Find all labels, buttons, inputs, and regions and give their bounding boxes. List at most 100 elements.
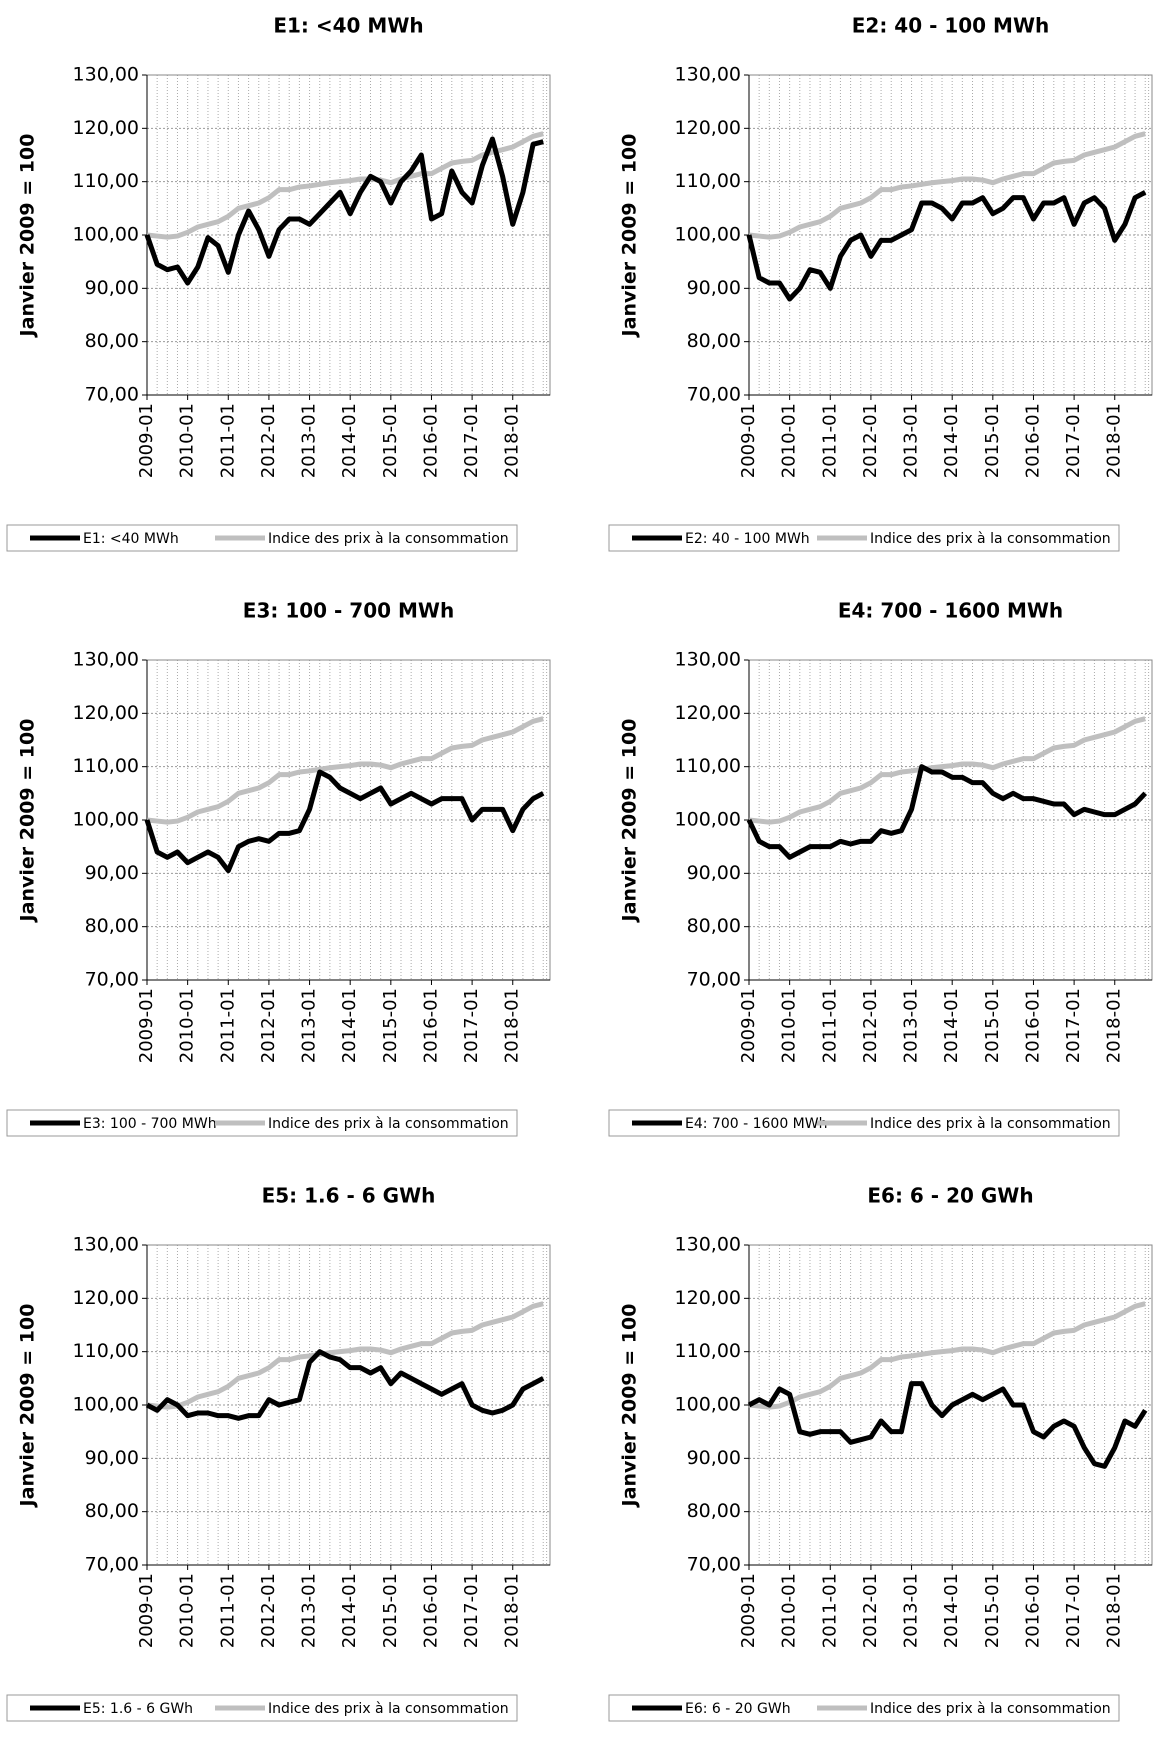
y-tick-label: 70,00	[85, 969, 139, 991]
x-tick-label: 2016-01	[420, 1573, 441, 1648]
x-tick-label: 2018-01	[1104, 1573, 1125, 1648]
series-line	[145, 1349, 545, 1421]
x-tick-label: 2017-01	[461, 403, 482, 478]
x-tick-label: 2018-01	[502, 988, 523, 1063]
x-tick-label: 2013-01	[299, 988, 320, 1063]
series-line	[748, 131, 1146, 240]
legend-label: E3: 100 - 700 MWh	[83, 1116, 217, 1132]
y-tick-label: 100,00	[675, 1394, 741, 1416]
x-tick-label: 2017-01	[461, 1573, 482, 1648]
y-tick-label: 80,00	[687, 330, 741, 352]
x-tick-label: 2014-01	[339, 1573, 360, 1648]
x-tick-label: 2010-01	[779, 988, 800, 1063]
x-tick-label: 2010-01	[177, 1573, 198, 1648]
legend-label: E2: 40 - 100 MWh	[685, 531, 810, 547]
x-tick-label: 2009-01	[136, 988, 157, 1063]
legend-label: Indice des prix à la consommation	[268, 1116, 509, 1132]
x-tick-label: 2012-01	[258, 988, 279, 1063]
y-tick-label: 110,00	[73, 755, 139, 777]
y-tick-label: 70,00	[85, 1554, 139, 1576]
y-tick-label: 100,00	[73, 224, 139, 246]
y-axis-label: Janvier 2009 = 100	[17, 1304, 39, 1509]
y-tick-label: 110,00	[73, 170, 139, 192]
x-tick-label: 2015-01	[380, 403, 401, 478]
x-tick-label: 2012-01	[258, 403, 279, 478]
x-tick-label: 2016-01	[1022, 403, 1043, 478]
series-line	[144, 136, 544, 286]
x-tick-label: 2012-01	[258, 1573, 279, 1648]
x-tick-label: 2017-01	[1063, 1573, 1084, 1648]
x-tick-label: 2017-01	[461, 988, 482, 1063]
series-line	[747, 1381, 1148, 1469]
y-tick-label: 130,00	[675, 649, 741, 671]
x-tick-label: 2015-01	[982, 403, 1003, 478]
y-tick-label: 130,00	[73, 64, 139, 86]
chart-title: E4: 700 - 1600 MWh	[838, 599, 1063, 623]
y-tick-label: 120,00	[675, 1287, 741, 1309]
legend-label: E5: 1.6 - 6 GWh	[83, 1701, 193, 1717]
series-line	[746, 764, 1148, 860]
x-tick-label: 2011-01	[819, 1573, 840, 1648]
x-tick-label: 2011-01	[819, 988, 840, 1063]
x-tick-label: 2012-01	[860, 403, 881, 478]
x-tick-label: 2016-01	[420, 988, 441, 1063]
x-tick-label: 2018-01	[1104, 988, 1125, 1063]
y-tick-label: 70,00	[687, 1554, 741, 1576]
legend-label: Indice des prix à la consommation	[268, 531, 509, 547]
legend-label: E4: 700 - 1600 MWh	[685, 1116, 827, 1132]
y-tick-label: 70,00	[687, 384, 741, 406]
x-tick-label: 2013-01	[299, 1573, 320, 1648]
x-tick-label: 2015-01	[380, 988, 401, 1063]
x-tick-label: 2018-01	[502, 1573, 523, 1648]
x-tick-label: 2015-01	[380, 1573, 401, 1648]
series-line	[146, 1301, 544, 1410]
y-tick-label: 120,00	[675, 117, 741, 139]
x-tick-label: 2010-01	[177, 988, 198, 1063]
y-tick-label: 70,00	[687, 969, 741, 991]
x-tick-label: 2017-01	[1063, 988, 1084, 1063]
x-tick-label: 2014-01	[339, 988, 360, 1063]
series-line	[746, 190, 1147, 302]
series-line	[748, 716, 1146, 825]
y-axis-label: Janvier 2009 = 100	[619, 134, 641, 339]
y-tick-label: 80,00	[85, 915, 139, 937]
x-tick-label: 2014-01	[941, 1573, 962, 1648]
series-line	[146, 716, 544, 825]
x-tick-label: 2010-01	[177, 403, 198, 478]
chart-title: E5: 1.6 - 6 GWh	[262, 1184, 436, 1208]
y-tick-label: 100,00	[73, 1394, 139, 1416]
x-tick-label: 2016-01	[420, 403, 441, 478]
y-tick-label: 130,00	[675, 64, 741, 86]
y-tick-label: 80,00	[85, 330, 139, 352]
x-tick-label: 2014-01	[941, 403, 962, 478]
x-tick-label: 2017-01	[1063, 403, 1084, 478]
legend-label: Indice des prix à la consommation	[870, 1116, 1111, 1132]
x-tick-label: 2009-01	[738, 403, 759, 478]
x-tick-label: 2018-01	[1104, 403, 1125, 478]
y-tick-label: 100,00	[675, 809, 741, 831]
x-tick-label: 2010-01	[779, 403, 800, 478]
x-tick-label: 2010-01	[779, 1573, 800, 1648]
x-tick-label: 2013-01	[901, 403, 922, 478]
x-tick-label: 2018-01	[502, 403, 523, 478]
series-line	[146, 131, 544, 240]
y-tick-label: 100,00	[73, 809, 139, 831]
y-tick-label: 70,00	[85, 384, 139, 406]
y-tick-label: 80,00	[687, 1500, 741, 1522]
legend-label: Indice des prix à la consommation	[268, 1701, 509, 1717]
x-tick-label: 2013-01	[901, 1573, 922, 1648]
y-tick-label: 120,00	[675, 702, 741, 724]
x-tick-label: 2011-01	[217, 988, 238, 1063]
x-tick-label: 2012-01	[860, 1573, 881, 1648]
y-tick-label: 90,00	[85, 862, 139, 884]
y-tick-label: 90,00	[85, 277, 139, 299]
y-tick-label: 110,00	[675, 170, 741, 192]
x-tick-label: 2013-01	[901, 988, 922, 1063]
y-tick-label: 80,00	[687, 915, 741, 937]
chart-title: E6: 6 - 20 GWh	[867, 1184, 1033, 1208]
x-tick-label: 2009-01	[738, 1573, 759, 1648]
y-tick-label: 80,00	[85, 1500, 139, 1522]
x-tick-label: 2012-01	[860, 988, 881, 1063]
legend-label: E1: <40 MWh	[83, 531, 179, 547]
